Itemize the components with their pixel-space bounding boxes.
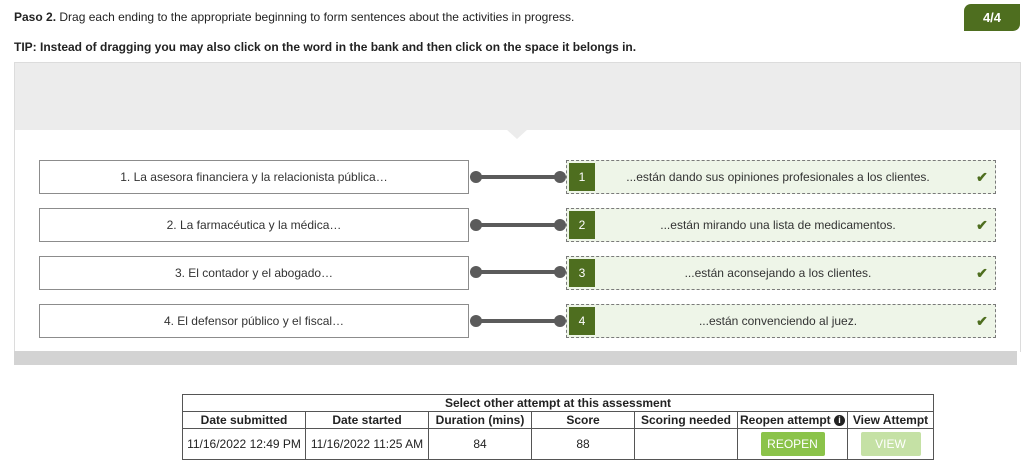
prompt-3: 3. El contador y el abogado… [39, 256, 469, 290]
prompt-2: 2. La farmacéutica y la médica… [39, 208, 469, 242]
checkmark-icon: ✔ [976, 312, 988, 329]
checkmark-icon: ✔ [976, 216, 988, 233]
answer-slot-3[interactable]: 3 ...están aconsejando a los clientes. ✔ [566, 256, 996, 290]
answer-number: 2 [569, 211, 595, 239]
table-row: 11/16/2022 12:49 PM 11/16/2022 11:25 AM … [182, 428, 934, 460]
prompt-4: 4. El defensor público y el fiscal… [39, 304, 469, 338]
checkmark-icon: ✔ [976, 168, 988, 185]
checkmark-icon: ✔ [976, 264, 988, 281]
step-label: Paso 2. [14, 10, 57, 24]
prompt-1: 1. La asesora financiera y la relacionis… [39, 160, 469, 194]
connector-1 [470, 171, 566, 183]
progress-badge: 4/4 [964, 4, 1020, 31]
answer-slot-1[interactable]: 1 ...están dando sus opiniones profesion… [566, 160, 996, 194]
cell-scoring-needed [634, 428, 738, 460]
answer-slot-4[interactable]: 4 ...están convenciendo al juez. ✔ [566, 304, 996, 338]
cell-score: 88 [531, 428, 635, 460]
instructions: Paso 2. Drag each ending to the appropri… [14, 10, 574, 24]
col-duration: Duration (mins) [428, 411, 532, 429]
attempts-table: Select other attempt at this assessment … [182, 394, 934, 460]
connector-3 [470, 266, 566, 278]
answer-text[interactable]: ...están dando sus opiniones profesional… [626, 170, 930, 184]
col-reopen-label: Reopen attempt [740, 413, 831, 427]
view-button[interactable]: VIEW [860, 432, 921, 456]
col-view-attempt: View Attempt [847, 411, 934, 429]
col-score: Score [531, 411, 635, 429]
cell-date-started: 11/16/2022 11:25 AM [305, 428, 429, 460]
word-bank[interactable] [14, 62, 1021, 130]
matching-area-footer [14, 351, 1017, 365]
answer-number: 1 [569, 163, 595, 191]
col-reopen-attempt: Reopen attempt i [736, 411, 849, 429]
instructions-text: Drag each ending to the appropriate begi… [59, 10, 575, 24]
reopen-button[interactable]: REOPEN [760, 432, 825, 456]
col-date-started: Date started [305, 411, 429, 429]
answer-text[interactable]: ...están aconsejando a los clientes. [684, 266, 872, 280]
answer-text[interactable]: ...están convenciendo al juez. [698, 314, 858, 328]
answer-slot-2[interactable]: 2 ...están mirando una lista de medicame… [566, 208, 996, 242]
cell-date-submitted: 11/16/2022 12:49 PM [182, 428, 306, 460]
connector-2 [470, 219, 566, 231]
col-date-submitted: Date submitted [182, 411, 306, 429]
connector-4 [470, 315, 566, 327]
bank-pointer [506, 129, 528, 139]
tip-text: TIP: Instead of dragging you may also cl… [14, 40, 637, 54]
cell-view: VIEW [847, 428, 934, 460]
cell-duration: 84 [428, 428, 532, 460]
cell-reopen: REOPEN [736, 428, 849, 460]
answer-number: 4 [569, 307, 595, 335]
answer-text[interactable]: ...están mirando una lista de medicament… [660, 218, 896, 232]
answer-number: 3 [569, 259, 595, 287]
col-scoring-needed: Scoring needed [634, 411, 738, 429]
attempts-table-title: Select other attempt at this assessment [182, 394, 934, 412]
info-icon[interactable]: i [834, 415, 846, 427]
